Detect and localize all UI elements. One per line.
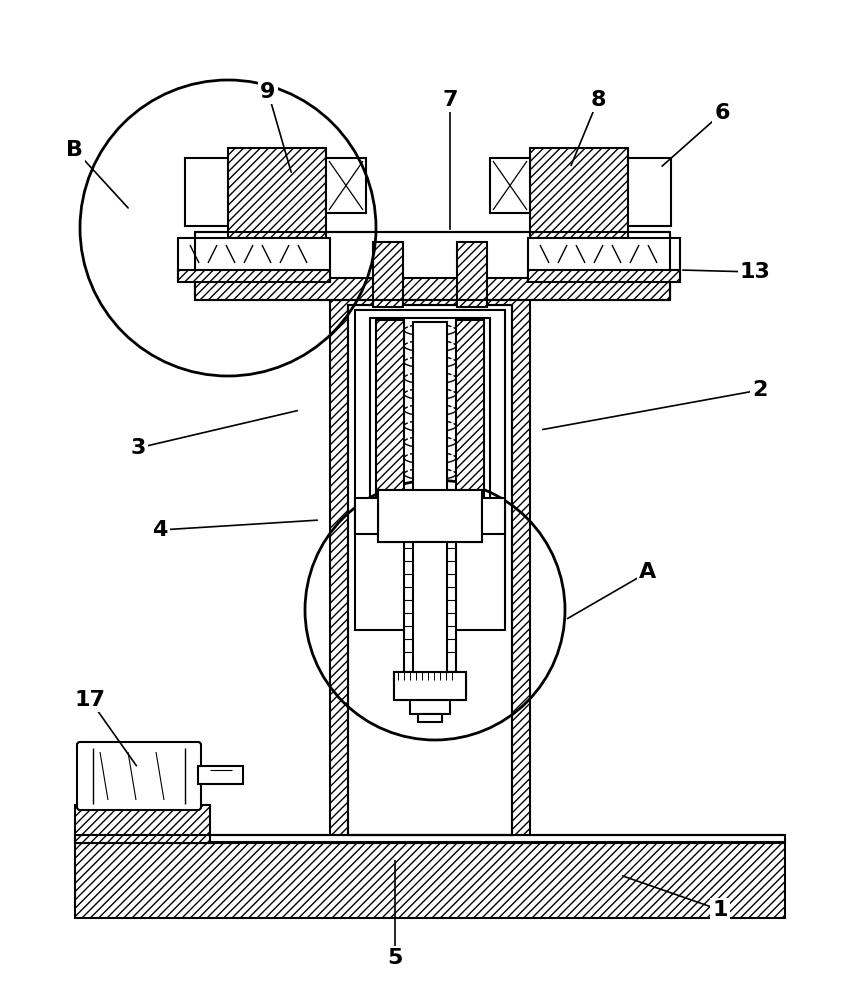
Bar xyxy=(482,498,505,534)
Bar xyxy=(410,700,450,714)
Bar xyxy=(394,672,466,700)
Bar xyxy=(490,158,530,213)
Bar xyxy=(348,305,512,835)
FancyBboxPatch shape xyxy=(77,742,201,810)
Text: 8: 8 xyxy=(590,90,606,110)
Bar xyxy=(355,498,378,534)
Bar xyxy=(528,238,680,280)
Bar xyxy=(370,318,490,518)
Bar xyxy=(373,242,403,307)
Text: A: A xyxy=(639,562,656,582)
Bar xyxy=(628,158,671,226)
Text: 5: 5 xyxy=(387,948,403,968)
Bar xyxy=(198,766,243,784)
Text: 6: 6 xyxy=(714,103,730,123)
Text: B: B xyxy=(67,140,83,160)
Text: 3: 3 xyxy=(130,438,146,458)
Bar xyxy=(195,232,670,297)
Text: 1: 1 xyxy=(712,900,728,920)
Bar xyxy=(75,835,785,842)
Bar xyxy=(355,310,505,630)
Bar xyxy=(413,322,447,502)
Bar xyxy=(75,840,785,918)
Text: 2: 2 xyxy=(752,380,768,400)
Bar xyxy=(330,295,530,843)
Bar xyxy=(528,270,680,282)
Bar xyxy=(376,320,404,505)
Bar xyxy=(413,542,447,672)
Bar xyxy=(457,242,487,307)
Bar xyxy=(348,305,512,835)
Bar xyxy=(228,148,326,238)
Bar xyxy=(378,490,482,542)
Bar xyxy=(185,158,228,226)
Bar xyxy=(530,148,628,238)
Bar xyxy=(326,158,366,213)
Bar xyxy=(178,270,330,282)
Bar xyxy=(456,320,484,505)
Bar xyxy=(195,278,670,300)
Bar xyxy=(178,238,330,280)
Bar xyxy=(418,714,442,722)
Text: 17: 17 xyxy=(75,690,105,710)
Text: 4: 4 xyxy=(153,520,168,540)
Bar xyxy=(75,805,210,843)
Text: 9: 9 xyxy=(261,82,276,102)
Text: 7: 7 xyxy=(442,90,458,110)
Bar xyxy=(404,542,456,672)
Bar xyxy=(378,490,482,542)
Text: 13: 13 xyxy=(740,262,770,282)
Bar xyxy=(394,672,466,700)
